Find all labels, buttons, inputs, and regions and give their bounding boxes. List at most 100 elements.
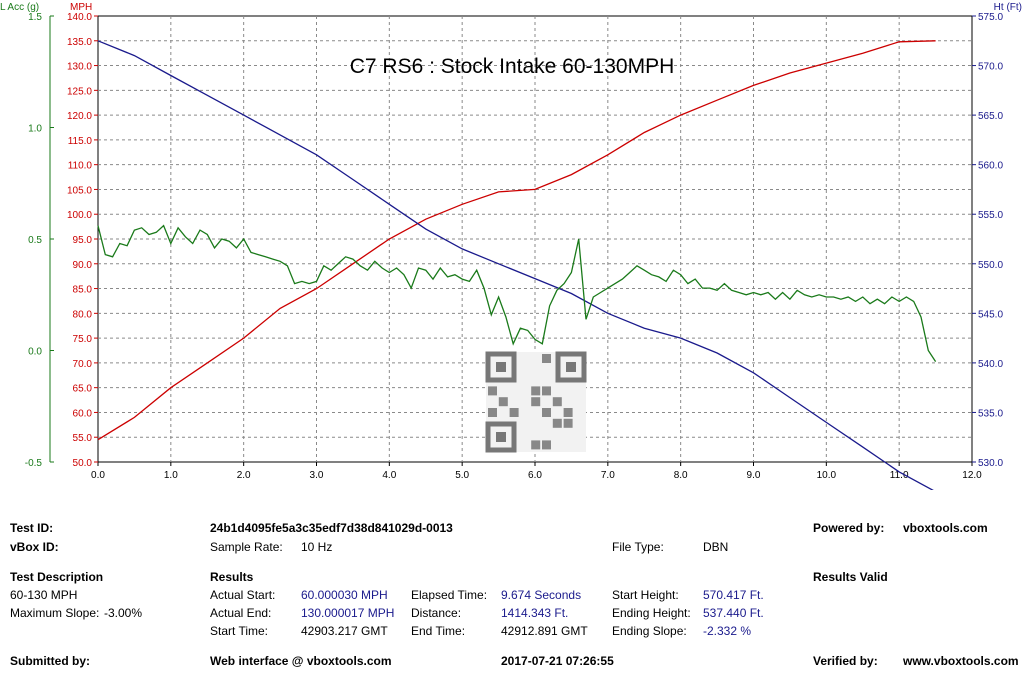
- powered-value[interactable]: vboxtools.com: [903, 521, 988, 535]
- x-tick-label: 9.0: [747, 470, 761, 481]
- x-tick-label: 8.0: [674, 470, 688, 481]
- qr-module: [542, 386, 551, 396]
- timestamp: 2017-07-21 07:26:55: [501, 654, 614, 668]
- mph-tick-label: 125.0: [67, 86, 92, 97]
- qr-module: [531, 386, 541, 396]
- mph-tick-label: 120.0: [67, 111, 92, 122]
- end-time-label: End Time:: [411, 624, 466, 638]
- ht-tick-label: 535.0: [978, 408, 1003, 419]
- ht-tick-label: 570.0: [978, 62, 1003, 73]
- qr-module: [552, 397, 562, 407]
- ending-height-value: 537.440 Ft.: [703, 606, 764, 620]
- max-slope-label: Maximum Slope:: [10, 606, 100, 620]
- x-tick-label: 4.0: [382, 470, 396, 481]
- submitted-label: Submitted by:: [10, 654, 90, 668]
- ht-tick-label: 540.0: [978, 359, 1003, 370]
- ending-height-label: Ending Height:: [612, 606, 691, 620]
- mph-tick-label: 75.0: [73, 334, 93, 345]
- mph-tick-label: 50.0: [73, 458, 93, 469]
- ht-tick-label: 575.0: [978, 12, 1003, 23]
- start-height-label: Start Height:: [612, 588, 679, 602]
- qr-module: [488, 386, 497, 396]
- file-type-value: DBN: [703, 540, 729, 554]
- x-tick-label: 12.0: [962, 470, 982, 481]
- axes: 0.0 1.0 2.0 3.0 4.0 5.0 6.0 7.0 8.0 9.0 10.0 11.0 12…: [0, 2, 1022, 481]
- distance-label: Distance:: [411, 606, 462, 620]
- x-tick-label: 1.0: [164, 470, 178, 481]
- start-time-label: Start Time:: [210, 624, 269, 638]
- ht-tick-label: 560.0: [978, 161, 1003, 172]
- qr-module: [552, 418, 562, 428]
- elapsed-label: Elapsed Time:: [411, 588, 488, 602]
- actual-end-value: 130.000017 MPH: [301, 606, 395, 620]
- ending-slope-value: -2.332 %: [703, 624, 752, 638]
- x-tick-label: 7.0: [601, 470, 615, 481]
- mph-tick-label: 135.0: [67, 37, 92, 48]
- lacc-tick-label: 1.5: [28, 12, 42, 23]
- distance-value: 1414.343 Ft.: [501, 606, 569, 620]
- qr-code-icon: [485, 351, 587, 453]
- chart: 0.0 1.0 2.0 3.0 4.0 5.0 6.0 7.0 8.0 9.0 10.0 11.0 12…: [0, 2, 1022, 490]
- mph-tick-label: 110.0: [68, 161, 93, 172]
- qr-module: [542, 354, 551, 363]
- x-tick-label: 2.0: [237, 470, 251, 481]
- mph-tick-label: 130.0: [67, 62, 92, 73]
- test-id-value: 24b1d4095fe5a3c35edf7d38d841029d-0013: [210, 521, 453, 535]
- verified-label: Verified by:: [813, 654, 878, 668]
- series: [97, 40, 937, 490]
- qr-module: [563, 408, 573, 417]
- x-tick-label: 11.0: [890, 470, 909, 481]
- verified-value[interactable]: www.vboxtools.com: [903, 654, 1019, 668]
- mph-axis-label: MPH: [70, 2, 92, 13]
- x-tick-label: 10.0: [817, 470, 837, 481]
- qr-module: [531, 440, 541, 450]
- ht-series-line: [97, 40, 934, 490]
- x-tick-label: 0.0: [91, 470, 105, 481]
- qr-module: [498, 397, 508, 407]
- lacc-axis-label: L Acc (g): [0, 2, 39, 13]
- mph-tick-label: 70.0: [73, 359, 93, 370]
- mph-tick-label: 60.0: [73, 408, 93, 419]
- results-label: Results: [210, 570, 254, 584]
- mph-tick-label: 80.0: [73, 309, 93, 320]
- test-desc-label: Test Description: [10, 570, 104, 584]
- chart-title: C7 RS6 : Stock Intake 60-130MPH: [350, 55, 675, 78]
- qr-module: [542, 408, 551, 417]
- qr-module: [509, 408, 519, 417]
- mph-tick-label: 95.0: [73, 235, 93, 246]
- grid: [98, 16, 972, 462]
- ht-tick-label: 545.0: [978, 309, 1003, 320]
- max-slope-value: -3.00%: [104, 606, 143, 620]
- actual-start-value: 60.000030 MPH: [301, 588, 388, 602]
- file-type-label: File Type:: [612, 540, 664, 554]
- web-interface-link[interactable]: Web interface @ vboxtools.com: [210, 654, 392, 668]
- mph-tick-label: 100.0: [67, 210, 92, 221]
- end-time-value: 42912.891 GMT: [501, 624, 588, 638]
- lacc-tick-label: -0.5: [25, 458, 43, 469]
- elapsed-value: 9.674 Seconds: [501, 588, 582, 602]
- x-tick-label: 3.0: [310, 470, 324, 481]
- ht-tick-label: 565.0: [978, 111, 1003, 122]
- ht-tick-label: 555.0: [978, 210, 1003, 221]
- mph-tick-label: 105.0: [67, 185, 92, 196]
- qr-module: [563, 418, 573, 428]
- qr-module: [531, 397, 541, 407]
- actual-end-label: Actual End:: [210, 606, 272, 620]
- ht-tick-label: 550.0: [978, 260, 1003, 271]
- qr-module: [488, 408, 497, 417]
- mph-tick-label: 140.0: [67, 12, 92, 23]
- ht-axis-label: Ht (Ft): [994, 2, 1022, 13]
- mph-tick-label: 115.0: [68, 136, 93, 147]
- start-height-value: 570.417 Ft.: [703, 588, 764, 602]
- mph-tick-label: 90.0: [73, 260, 93, 271]
- lacc-tick-label: 1.0: [28, 124, 42, 135]
- powered-label: Powered by:: [813, 521, 885, 535]
- test-desc-value: 60-130 MPH: [10, 588, 78, 602]
- x-tick-label: 5.0: [455, 470, 469, 481]
- lacc-tick-label: 0.5: [28, 235, 42, 246]
- actual-start-label: Actual Start:: [210, 588, 276, 602]
- qr-module: [542, 440, 551, 450]
- mph-tick-label: 65.0: [73, 384, 93, 395]
- mph-tick-label: 85.0: [73, 285, 93, 296]
- mph-series-line: [97, 40, 936, 441]
